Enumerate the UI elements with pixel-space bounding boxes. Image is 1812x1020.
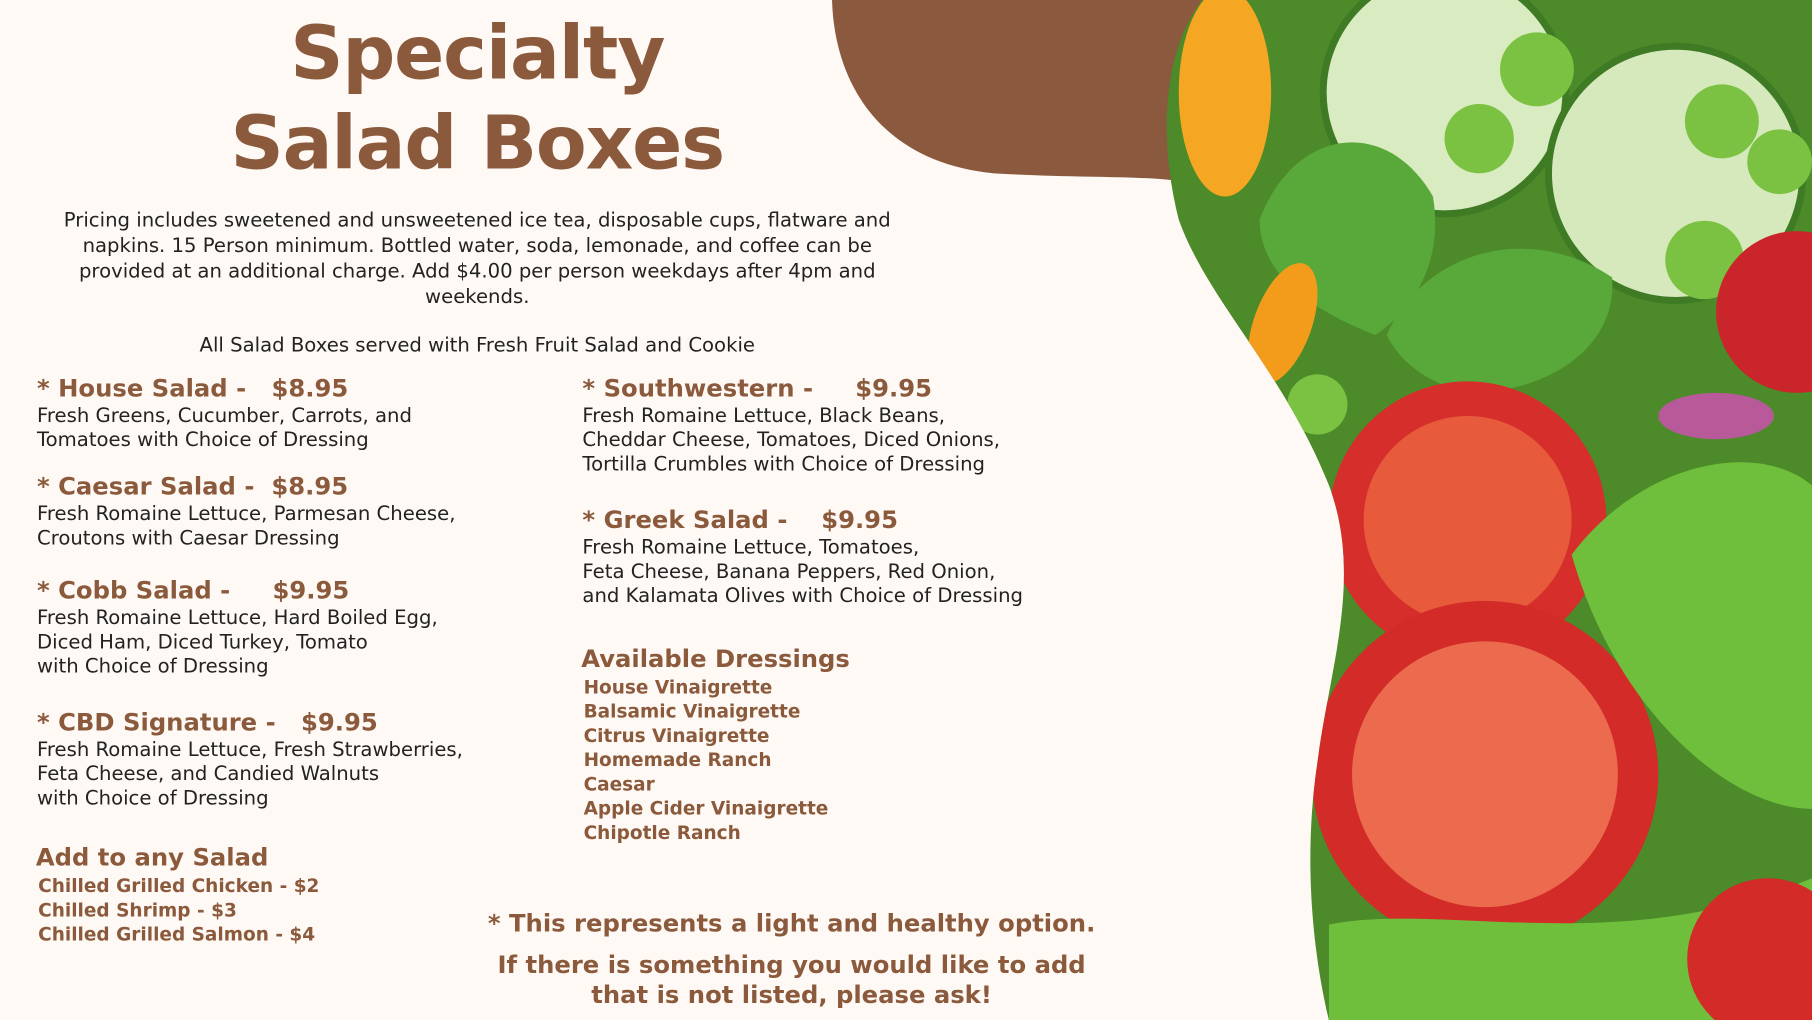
served-with-note: All Salad Boxes served with Fresh Fruit …: [199, 333, 756, 358]
addons-list: Add to any Salad Chilled Grilled Chicken…: [36, 841, 320, 946]
menu-item-greek-salad: * Greek Salad - $9.95 Fresh Romaine Lett…: [582, 504, 1023, 609]
dressing-item: Chipotle Ranch: [583, 821, 741, 844]
item-desc: Fresh Romaine Lettuce, Fresh Strawberrie…: [36, 738, 463, 762]
title-line-2: Salad Boxes: [230, 101, 726, 188]
item-desc: Feta Cheese, Banana Peppers, Red Onion,: [582, 560, 996, 584]
addon-item: Chilled Grilled Salmon - $4: [38, 923, 316, 946]
dressing-item: Citrus Vinaigrette: [583, 724, 770, 747]
addon-item: Chilled Grilled Chicken - $2: [38, 874, 320, 897]
dressings-heading: Available Dressings: [581, 644, 850, 673]
item-heading: * Southwestern - $9.95: [582, 374, 933, 403]
item-heading: * CBD Signature - $9.95: [36, 708, 378, 737]
intro-line: Pricing includes sweetened and unsweeten…: [63, 209, 891, 233]
item-heading: * Greek Salad - $9.95: [582, 506, 898, 534]
item-desc: Fresh Romaine Lettuce, Parmesan Cheese,: [36, 502, 456, 526]
menu-item-southwestern: * Southwestern - $9.95 Fresh Romaine Let…: [582, 372, 1000, 477]
dressing-item: Apple Cider Vinaigrette: [583, 797, 829, 820]
dressing-item: Caesar: [583, 773, 655, 796]
item-desc: and Kalamata Olives with Choice of Dress…: [582, 584, 1024, 608]
dressing-item: House Vinaigrette: [583, 676, 773, 698]
menu-item-house-salad: * House Salad - $8.95 Fresh Greens, Cucu…: [37, 372, 412, 453]
item-desc: with Choice of Dressing: [36, 655, 269, 679]
item-heading: * Cobb Salad - $9.95: [36, 576, 350, 605]
item-desc: Fresh Greens, Cucumber, Carrots, and: [36, 404, 412, 428]
menu-item-cobb-salad: * Cobb Salad - $9.95 Fresh Romaine Lettu…: [37, 574, 438, 679]
addon-item: Chilled Shrimp - $3: [38, 899, 237, 922]
brown-blob-shape: [832, 0, 1220, 181]
menu-item-cbd-signature: * CBD Signature - $9.95 Fresh Romaine Le…: [37, 706, 463, 811]
intro-line: provided at an additional charge. Add $4…: [78, 260, 876, 284]
item-desc: Fresh Romaine Lettuce, Hard Boiled Egg,: [36, 606, 438, 630]
dressings-list: Available Dressings House Vinaigrette Ba…: [581, 643, 850, 845]
menu-item-caesar-salad: * Caesar Salad - $8.95 Fresh Romaine Let…: [37, 470, 455, 551]
pricing-intro: Pricing includes sweetened and unsweeten…: [35, 208, 920, 310]
item-desc: Tomatoes with Choice of Dressing: [36, 428, 369, 452]
item-desc: Tortilla Crumbles with Choice of Dressin…: [582, 452, 986, 477]
dressing-item: Homemade Ranch: [583, 748, 772, 771]
item-desc: with Choice of Dressing: [36, 786, 269, 811]
healthy-option-note: * This represents a light and healthy op…: [487, 909, 1096, 938]
intro-line: napkins. 15 Person minimum. Bottled wate…: [82, 234, 872, 258]
item-desc: Cheddar Cheese, Tomatoes, Diced Onions,: [582, 428, 1001, 452]
title-line-1: Specialty: [290, 11, 665, 98]
ask-note-line: that is not listed, please ask!: [591, 981, 992, 1009]
dressing-item: Balsamic Vinaigrette: [583, 700, 801, 723]
item-desc: Fresh Romaine Lettuce, Tomatoes,: [582, 536, 920, 560]
addons-heading: Add to any Salad: [35, 843, 269, 872]
salad-photo: [1166, 0, 1812, 1020]
item-desc: Diced Ham, Diced Turkey, Tomato: [36, 630, 368, 655]
item-desc: Croutons with Caesar Dressing: [36, 526, 340, 551]
item-desc: Feta Cheese, and Candied Walnuts: [36, 762, 380, 786]
page-title: Specialty Salad Boxes: [173, 9, 781, 189]
ask-note: If there is something you would like to …: [439, 950, 1144, 1010]
ask-note-line: If there is something you would like to …: [497, 951, 1086, 979]
intro-line: weekends.: [425, 285, 530, 309]
item-heading: * House Salad - $8.95: [36, 374, 349, 403]
item-desc: Fresh Romaine Lettuce, Black Beans,: [582, 404, 946, 428]
item-heading: * Caesar Salad - $8.95: [36, 472, 349, 501]
